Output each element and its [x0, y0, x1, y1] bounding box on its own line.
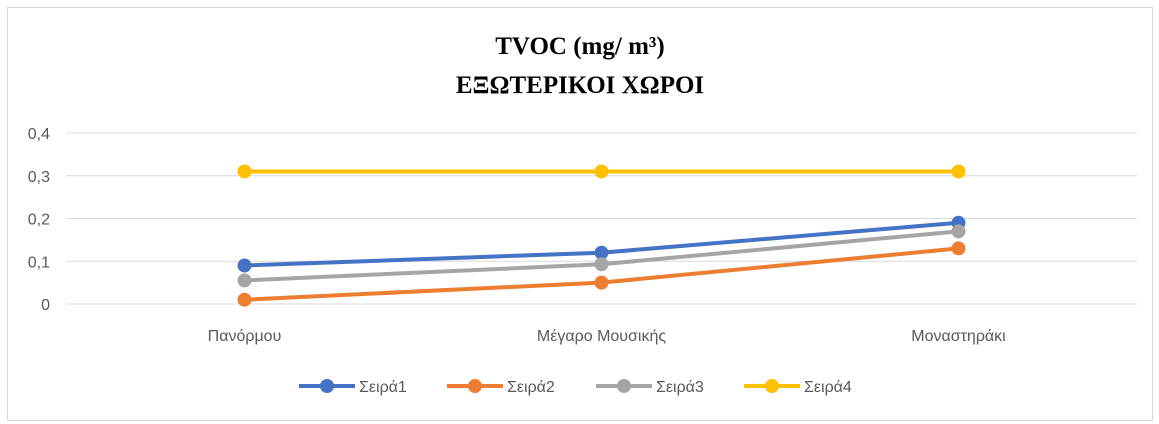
legend-label: Σειρά1 [359, 379, 407, 396]
legend-label: Σειρά3 [656, 379, 704, 396]
series-4 [237, 164, 966, 179]
y-tick-label: 0,4 [28, 126, 50, 143]
legend-marker [617, 379, 631, 393]
x-tick-label: Μοναστηράκι [911, 328, 1006, 345]
y-axis-ticks: 0 0,1 0,2 0,3 0,4 [28, 126, 50, 314]
y-tick-label: 0,1 [28, 254, 50, 271]
data-point [594, 257, 609, 272]
series-layer [237, 164, 966, 307]
y-tick-label: 0 [41, 297, 50, 314]
data-point [594, 164, 609, 179]
legend-item-4: Σειρά4 [744, 379, 852, 396]
data-point [951, 164, 966, 179]
legend-label: Σειρά2 [507, 379, 555, 396]
chart-frame [7, 7, 1153, 421]
legend-item-1: Σειρά1 [299, 379, 407, 396]
x-tick-label: Πανόρμου [208, 328, 282, 345]
y-tick-label: 0,3 [28, 169, 50, 186]
data-point [237, 273, 252, 288]
data-point [237, 292, 252, 307]
data-point [594, 275, 609, 290]
x-axis-ticks: Πανόρμου Μέγαρο Μουσικής Μοναστηράκι [208, 328, 1007, 345]
data-point [594, 245, 609, 260]
data-point [951, 224, 966, 239]
chart-title-line1: TVOC (mg/ m³) [495, 33, 664, 60]
data-point [237, 258, 252, 273]
x-tick-label: Μέγαρο Μουσικής [537, 328, 666, 345]
legend-marker [320, 379, 334, 393]
series-2 [237, 241, 966, 307]
legend-label: Σειρά4 [804, 379, 852, 396]
series-3 [237, 224, 966, 288]
y-tick-label: 0,2 [28, 212, 50, 229]
data-point [951, 241, 966, 256]
legend-item-2: Σειρά2 [447, 379, 555, 396]
series-1 [237, 215, 966, 273]
legend-marker [765, 379, 779, 393]
chart-title-line2: ΕΞΩΤΕΡΙΚΟΙ ΧΩΡΟΙ [456, 72, 704, 99]
data-point [237, 164, 252, 179]
legend: Σειρά1 Σειρά2 Σειρά3 Σειρά4 [299, 379, 852, 396]
legend-item-3: Σειρά3 [596, 379, 704, 396]
legend-marker [468, 379, 482, 393]
